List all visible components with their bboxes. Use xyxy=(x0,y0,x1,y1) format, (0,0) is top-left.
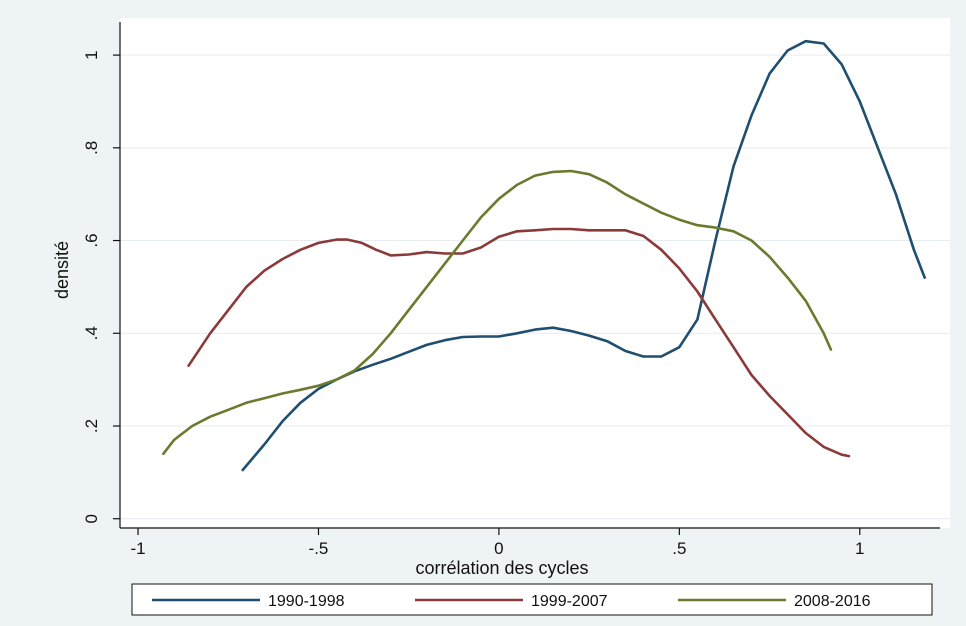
y-tick-label: .8 xyxy=(82,141,101,155)
legend: 1990-1998 1999-2007 2008-2016 xyxy=(131,583,933,616)
x-tick-label: 1 xyxy=(855,539,864,558)
y-tick-label: 0 xyxy=(82,514,101,523)
legend-items: 1990-1998 1999-2007 2008-2016 xyxy=(152,593,871,610)
series-line-1999-2007 xyxy=(187,227,851,458)
legend-label: 1999-2007 xyxy=(531,593,608,610)
series-lines xyxy=(162,39,927,472)
plot-area xyxy=(120,18,950,528)
y-tick-label: 1 xyxy=(82,50,101,59)
legend-label: 2008-2016 xyxy=(794,593,871,610)
legend-label: 1990-1998 xyxy=(268,593,345,610)
x-tick-label: -1 xyxy=(130,539,145,558)
y-axis-title: densité xyxy=(52,241,72,299)
legend-box xyxy=(131,583,933,616)
y-tick-label: .4 xyxy=(82,326,101,340)
series-line-1990-1998 xyxy=(241,39,927,472)
y-tick-label: .6 xyxy=(82,233,101,247)
axes: 0 .2 .4 .6 .8 1 -1 -.5 0 .5 1 xyxy=(82,22,940,558)
gridlines xyxy=(120,54,950,520)
x-axis-title: corrélation des cycles xyxy=(415,558,588,578)
x-tick-label: 0 xyxy=(494,539,503,558)
series-line-2008-2016 xyxy=(162,169,833,456)
x-tick-label: -.5 xyxy=(309,539,329,558)
x-tick-label: .5 xyxy=(672,539,686,558)
y-tick-label: .2 xyxy=(82,419,101,433)
